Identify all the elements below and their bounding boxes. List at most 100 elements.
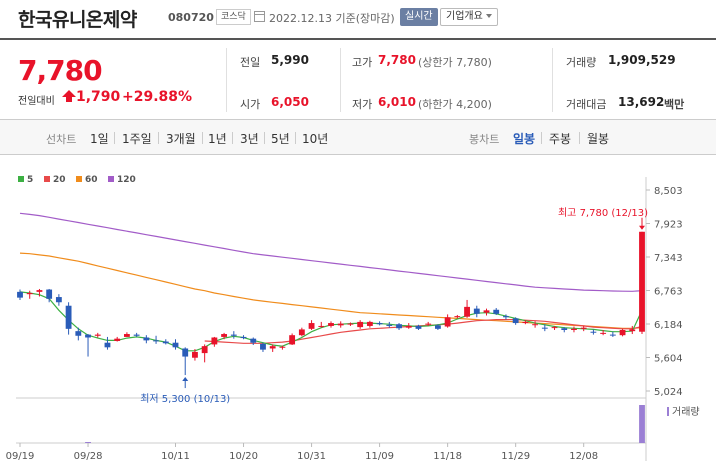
legend-swatch	[44, 176, 50, 182]
candle-body	[503, 316, 509, 318]
line-chart-label: 선차트	[46, 133, 77, 146]
candle-body	[240, 336, 247, 339]
candle-body	[172, 342, 179, 348]
candle-body	[386, 324, 393, 326]
x-tick-label: 11/29	[501, 451, 530, 462]
chart-toolbar: 선차트 1일 1주일 3개월 1년 3년 5년 10년 봉차트 일봉 주봉 월봉	[0, 120, 716, 155]
ma20-line	[204, 319, 643, 344]
candle-body	[464, 306, 470, 317]
legend-label: 60	[85, 175, 98, 185]
candle-body	[366, 321, 373, 326]
divider	[541, 132, 542, 144]
candle-body	[55, 297, 62, 303]
candle-body	[522, 321, 529, 324]
price-chart[interactable]: 8,503 7,923 7,343 6,763 6,184 5,604 5,024 09/19…	[0, 165, 716, 469]
prev-close-label: 전일	[240, 56, 261, 69]
candle-body	[75, 331, 82, 336]
period-5y[interactable]: 5년	[271, 132, 290, 146]
price-change-percent: +29.88%	[122, 89, 193, 105]
volume-label: 거래량	[566, 56, 597, 69]
period-1w[interactable]: 1주일	[122, 132, 152, 146]
candle-daily[interactable]: 일봉	[513, 132, 536, 146]
lower-limit: (하한가 4,200)	[418, 98, 492, 111]
stock-code: 080720	[168, 11, 214, 24]
y-tick-label: 6,184	[654, 320, 683, 331]
candle-body	[590, 331, 597, 333]
open-value: 6,050	[271, 95, 309, 109]
low-label: 저가	[352, 98, 373, 111]
trade-value: 13,692	[618, 95, 665, 109]
candle-body	[192, 351, 198, 358]
candle-body	[162, 341, 169, 344]
legend-swatch	[18, 176, 24, 182]
divider	[264, 132, 265, 144]
candle-body	[260, 343, 266, 350]
legend-swatch	[108, 176, 114, 182]
candle-body	[65, 305, 72, 329]
period-3y[interactable]: 3년	[240, 132, 259, 146]
candle-body	[619, 329, 626, 336]
divider	[202, 132, 203, 144]
candle-body	[609, 334, 616, 336]
candle-body	[444, 317, 451, 327]
period-1d[interactable]: 1일	[90, 132, 109, 146]
legend-label: 20	[53, 175, 66, 185]
candle-body	[357, 321, 364, 328]
candle-body	[182, 348, 189, 357]
candle-body	[551, 327, 558, 329]
y-tick-label: 7,923	[654, 220, 683, 231]
candle-body	[561, 328, 568, 330]
period-10y[interactable]: 10년	[302, 132, 329, 146]
x-tick-label: 11/18	[433, 451, 462, 462]
quote-date: 2022.12.13 기준(장마감)	[269, 12, 395, 25]
volume-bar	[639, 405, 645, 443]
candle-body	[580, 327, 587, 329]
chevron-down-icon	[485, 14, 492, 18]
candle-weekly[interactable]: 주봉	[549, 132, 572, 146]
quote-panel: 7,780 전일대비 1,790 +29.88% 전일 5,990 고가 7,7…	[0, 38, 716, 120]
legend-label: 120	[117, 175, 136, 185]
candle-body	[473, 308, 480, 314]
candle-body	[376, 323, 383, 325]
candle-body	[123, 334, 130, 337]
candle-body	[114, 338, 121, 341]
y-tick-label: 5,024	[654, 387, 683, 398]
trade-value-label: 거래대금	[566, 98, 607, 111]
candle-body	[318, 325, 325, 327]
market-badge: 코스닥	[216, 9, 251, 25]
x-tick-label: 11/09	[365, 451, 394, 462]
candle-body	[221, 334, 228, 337]
candle-body	[26, 293, 33, 295]
high-value: 7,780	[378, 53, 416, 67]
candle-body	[434, 325, 441, 329]
price-change: 1,790	[76, 89, 121, 105]
legend-label: 5	[27, 175, 33, 185]
period-3m[interactable]: 3개월	[166, 132, 196, 146]
x-tick-label: 10/31	[297, 451, 326, 462]
candle-monthly[interactable]: 월봉	[587, 132, 610, 146]
company-overview-dropdown[interactable]: 기업개요	[440, 8, 498, 26]
candle-body	[289, 335, 296, 345]
high-annotation: 최고 7,780 (12/13)	[558, 207, 648, 219]
open-label: 시가	[240, 98, 261, 111]
candle-body	[269, 346, 276, 349]
candle-body	[143, 337, 150, 341]
candle-body	[396, 324, 402, 329]
candle-body	[153, 340, 159, 342]
candle-body	[94, 334, 101, 336]
divider	[158, 132, 159, 144]
divider	[340, 48, 341, 112]
candle-body	[36, 290, 43, 292]
low-arrowhead	[182, 377, 189, 382]
stock-header: 한국유니온제약 080720 코스닥 2022.12.13 기준(장마감) 실시…	[0, 0, 716, 32]
divider	[226, 48, 227, 112]
period-1y[interactable]: 1년	[208, 132, 227, 146]
candle-body	[133, 334, 140, 336]
divider	[295, 132, 296, 144]
y-tick-label: 7,343	[654, 253, 683, 264]
candle-body	[328, 323, 334, 326]
realtime-button[interactable]: 실시간	[400, 8, 438, 26]
candle-body	[46, 289, 53, 299]
candle-body	[532, 324, 539, 326]
x-tick-label: 10/20	[229, 451, 258, 462]
